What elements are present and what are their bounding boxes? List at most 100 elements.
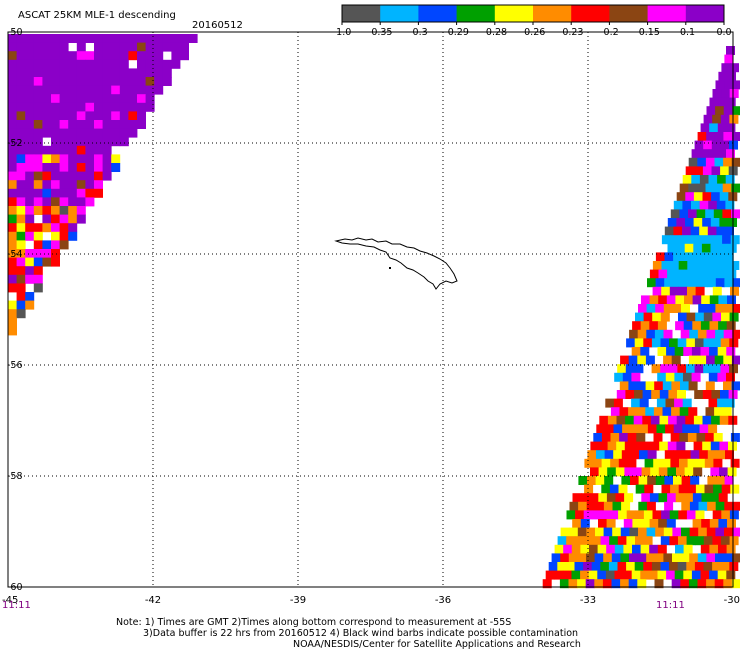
swath-pixel <box>8 283 17 293</box>
swath-pixel <box>8 214 17 224</box>
swath-pixel <box>68 120 78 129</box>
swath-pixel <box>584 458 594 468</box>
swath-pixels <box>8 34 740 589</box>
swath-pixel <box>706 304 716 313</box>
swath-pixel <box>729 114 739 124</box>
swath-pixel <box>710 269 720 279</box>
swath-pixel <box>68 145 78 155</box>
swath-pixel <box>137 111 146 121</box>
swath-pixel <box>631 372 641 382</box>
swath-pixel <box>627 433 637 442</box>
swath-pixel <box>718 97 728 107</box>
swath-pixel <box>610 407 620 417</box>
swath-pixel <box>690 476 700 485</box>
swath-pixel <box>730 286 739 296</box>
swath-pixel <box>715 106 725 116</box>
swath-pixel <box>16 68 26 78</box>
swath-pixel <box>605 398 615 408</box>
swath-pixel <box>68 206 78 215</box>
swath-pixel <box>681 278 691 288</box>
swath-pixel <box>723 132 733 141</box>
swath-pixel <box>706 132 716 141</box>
swath-pixel <box>566 536 576 546</box>
swath-pixel <box>42 120 52 129</box>
swath-pixel <box>59 102 69 112</box>
swath-pixel <box>180 34 189 43</box>
swath-pixel <box>625 415 635 425</box>
swath-pixel <box>584 484 594 494</box>
swath-pixel <box>162 34 172 43</box>
swath-pixel <box>708 398 718 408</box>
swath-pixel <box>719 243 729 253</box>
swath-pixel <box>85 102 95 112</box>
swath-pixel <box>8 137 17 147</box>
swath-pixel <box>145 77 155 86</box>
swath-pixel <box>85 51 95 61</box>
swath-pixel <box>697 553 707 563</box>
swath-pixel <box>634 338 644 348</box>
swath-pixel <box>646 501 656 511</box>
swath-pixel <box>33 68 43 78</box>
swath-pixel <box>76 68 86 78</box>
swath-pixel <box>678 312 687 322</box>
swath-pixel <box>681 476 691 485</box>
swath-pixel <box>593 433 603 442</box>
swath-pixel <box>674 372 684 382</box>
swath-pixel <box>657 321 667 331</box>
swath-pixel <box>628 579 638 589</box>
swath-pixel <box>25 300 35 310</box>
swath-pixel <box>8 206 17 215</box>
swath-pixel <box>59 163 69 172</box>
swath-pixel <box>723 106 733 116</box>
swath-pixel <box>698 501 708 511</box>
swath-pixel <box>681 252 691 262</box>
swath-pixel <box>676 192 686 202</box>
swath-pixel <box>654 553 664 563</box>
swath-pixel <box>667 467 677 477</box>
swath-pixel <box>729 312 739 322</box>
swath-pixel <box>581 493 591 503</box>
swath-pixel <box>594 579 604 589</box>
swath-pixel <box>693 243 703 253</box>
swath-pixel <box>726 46 735 55</box>
swath-pixel <box>33 266 43 276</box>
swath-pixel <box>680 329 690 339</box>
swath-pixel <box>76 214 86 224</box>
swath-pixel <box>688 579 698 589</box>
swath-pixel <box>8 171 17 181</box>
swath-pixel <box>8 94 17 104</box>
swath-pixel <box>676 441 686 451</box>
swath-pixel <box>687 458 697 468</box>
swath-pixel <box>646 553 656 563</box>
swath-pixel <box>676 243 686 253</box>
swath-pixel <box>717 347 727 356</box>
swath-pixel <box>145 102 155 112</box>
swath-pixel <box>25 163 35 172</box>
swath-pixel <box>607 441 617 451</box>
swath-pixel <box>51 180 60 190</box>
swath-pixel <box>709 123 719 133</box>
swath-pixel <box>718 544 727 554</box>
swath-pixel <box>601 433 611 442</box>
swath-pixel <box>721 536 730 546</box>
swath-pixel <box>719 218 729 227</box>
swath-pixel <box>675 493 685 503</box>
swath-pixel <box>693 415 703 425</box>
swath-pixel <box>726 123 736 133</box>
swath-pixel <box>557 536 567 546</box>
swath-pixel <box>733 278 740 288</box>
swath-pixel <box>559 579 569 589</box>
swath-pixel <box>726 544 736 554</box>
swath-pixel <box>33 137 43 147</box>
swath-pixel <box>623 519 633 528</box>
swath-pixel <box>85 128 95 138</box>
swath-pixel <box>128 102 138 112</box>
swath-pixel <box>661 510 671 520</box>
swath-pixel <box>642 415 652 425</box>
swath-pixel <box>704 458 714 468</box>
swath-pixel <box>729 562 739 571</box>
swath-pixel <box>33 180 43 190</box>
swath-pixel <box>706 553 716 563</box>
swath-pixel <box>690 278 699 288</box>
swath-pixel <box>111 68 121 78</box>
